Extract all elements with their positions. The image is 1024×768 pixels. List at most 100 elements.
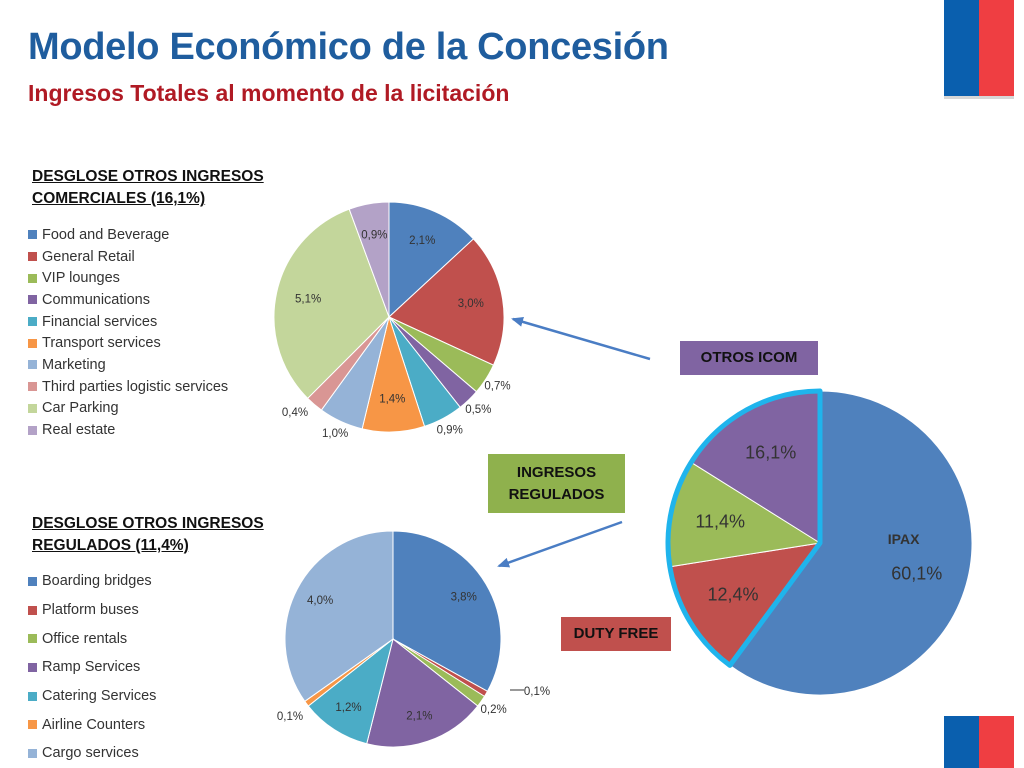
- data-label-financial-services: 0,9%: [437, 425, 463, 437]
- legend-item-real-estate: Real estate: [28, 419, 228, 441]
- flag-logo-bottom: [944, 716, 1014, 768]
- legend-label: Food and Beverage: [42, 226, 170, 243]
- data-label-cargo-services: 4,0%: [307, 595, 333, 607]
- legend-item-car-parking: Car Parking: [28, 398, 228, 420]
- pie-slice-car-parking: [273, 208, 390, 400]
- legend-label: Office rentals: [42, 630, 128, 647]
- data-label-platform-buses: 0,1%: [524, 686, 550, 698]
- callout-duty-free: DUTY FREE: [561, 617, 671, 651]
- data-label-boarding-bridges: 3,8%: [451, 591, 477, 603]
- arrow-ingresos-regulados: [497, 520, 623, 568]
- legend-label: Cargo services: [42, 745, 139, 762]
- legend-swatch: [28, 252, 37, 262]
- data-label-otros-icom: 16,1%: [745, 443, 796, 463]
- legend-swatch: [28, 691, 37, 701]
- legend-swatch: [28, 662, 37, 672]
- section-heading-line: COMERCIALES (16,1%): [32, 190, 206, 207]
- pie-chart-comerciales: 2,1%3,0%0,7%0,5%0,9%1,4%1,0%0,4%5,1%0,9%: [273, 201, 511, 440]
- legend-item-ramp-services: Ramp Services: [28, 653, 156, 682]
- legend-label: Ramp Services: [42, 659, 141, 676]
- legend-item-food-and-beverage: Food and Beverage: [28, 224, 228, 246]
- flag-red-band: [979, 0, 1014, 96]
- section-heading-regulados: DESGLOSE OTROS INGRESOS REGULADOS (11,4%…: [32, 513, 264, 557]
- legend-swatch: [28, 634, 37, 644]
- legend-label: Transport services: [42, 335, 161, 352]
- page-title: Modelo Económico de la Concesión: [28, 26, 669, 68]
- legend-swatch: [28, 317, 37, 327]
- legend-item-financial-services: Financial services: [28, 311, 228, 333]
- data-label-duty-free: 12,4%: [707, 585, 758, 605]
- pie-slice-boarding-bridges: [392, 530, 502, 692]
- pie-slice-ramp-services: [366, 638, 479, 748]
- data-label-real-estate: 0,9%: [361, 230, 387, 242]
- legend-label: Platform buses: [42, 602, 139, 619]
- data-label-general-retail: 3,0%: [458, 298, 484, 310]
- data-label-car-parking: 5,1%: [295, 293, 321, 305]
- legend-swatch: [28, 360, 37, 370]
- flag-blue-band: [944, 716, 979, 768]
- connector-arrows: [497, 317, 651, 568]
- pie-slice-ipax: [729, 390, 973, 696]
- data-label-ingresos-regulados: 11,4%: [695, 511, 745, 531]
- data-label-airline-counters: 0,1%: [277, 711, 303, 723]
- legend-label: General Retail: [42, 248, 135, 265]
- legend-swatch: [28, 748, 37, 758]
- data-label-ramp-services: 2,1%: [406, 711, 432, 723]
- pie-slice-cargo-services: [284, 530, 394, 702]
- legend-swatch: [28, 382, 37, 392]
- legend-comerciales: Food and Beverage General Retail VIP loung…: [28, 224, 228, 441]
- legend-label: Financial services: [42, 313, 158, 330]
- page-subtitle: Ingresos Totales al momento de la licita…: [28, 80, 510, 106]
- callout-label: INGRESOS: [516, 463, 597, 481]
- legend-label: Real estate: [42, 422, 116, 439]
- legend-label: Communications: [42, 291, 150, 308]
- legend-item-platform-buses: Platform buses: [28, 596, 156, 625]
- flag-red-band: [979, 716, 1014, 768]
- legend-item-general-retail: General Retail: [28, 246, 228, 268]
- data-label-transport-services: 1,4%: [379, 394, 405, 406]
- callout-label: REGULADOS: [508, 485, 605, 503]
- callout-otros-icom: OTROS ICOM: [680, 341, 818, 375]
- arrow-otros-icom: [511, 317, 651, 361]
- legend-swatch: [28, 425, 37, 435]
- data-label-ipax: 60,1%: [891, 564, 942, 584]
- pie-slice-real-estate: [348, 201, 390, 318]
- legend-item-communications: Communications: [28, 289, 228, 311]
- legend-label: Catering Services: [42, 688, 157, 705]
- legend-swatch: [28, 576, 37, 586]
- callout-label: DUTY FREE: [573, 625, 659, 642]
- data-label-third-parties-logistic-services: 0,4%: [282, 407, 308, 419]
- legend-item-boarding-bridges: Boarding bridges: [28, 567, 156, 596]
- highlight-outline: [665, 388, 823, 668]
- pie-slice-general-retail: [388, 238, 505, 366]
- flag-logo-top: [944, 0, 1014, 99]
- legend-item-vip-lounges: VIP lounges: [28, 267, 228, 289]
- legend-label: Car Parking: [42, 400, 119, 417]
- legend-item-cargo-services: Cargo services: [28, 739, 156, 768]
- section-heading-line: DESGLOSE OTROS INGRESOS: [32, 515, 264, 532]
- callout-label: OTROS ICOM: [700, 349, 798, 366]
- data-label-office-rentals: 0,2%: [480, 704, 506, 716]
- legend-swatch: [28, 605, 37, 615]
- legend-swatch: [28, 230, 37, 240]
- legend-swatch: [28, 273, 37, 283]
- data-label-marketing: 1,0%: [322, 428, 348, 440]
- data-label-vip-lounges: 0,7%: [484, 380, 510, 392]
- legend-label: Airline Counters: [42, 716, 146, 733]
- slice-name-ipax: IPAX: [888, 531, 920, 547]
- section-heading-comerciales: DESGLOSE OTROS INGRESOS COMERCIALES (16,…: [32, 166, 264, 210]
- legend-item-airline-counters: Airline Counters: [28, 710, 156, 739]
- legend-label: VIP lounges: [42, 270, 120, 287]
- data-label-communications: 0,5%: [465, 404, 491, 416]
- legend-swatch: [28, 720, 37, 730]
- legend-item-marketing: Marketing: [28, 354, 228, 376]
- data-label-food-and-beverage: 2,1%: [409, 235, 435, 247]
- section-heading-line: REGULADOS (11,4%): [32, 537, 189, 554]
- flag-blue-band: [944, 0, 979, 96]
- legend-label: Boarding bridges: [42, 573, 152, 590]
- legend-swatch: [28, 403, 37, 413]
- legend-item-third-parties-logistic-services: Third parties logistic services: [28, 376, 228, 398]
- pie-slice-food-and-beverage: [388, 201, 475, 319]
- legend-regulados: Boarding bridges Platform buses Office ren…: [28, 567, 156, 768]
